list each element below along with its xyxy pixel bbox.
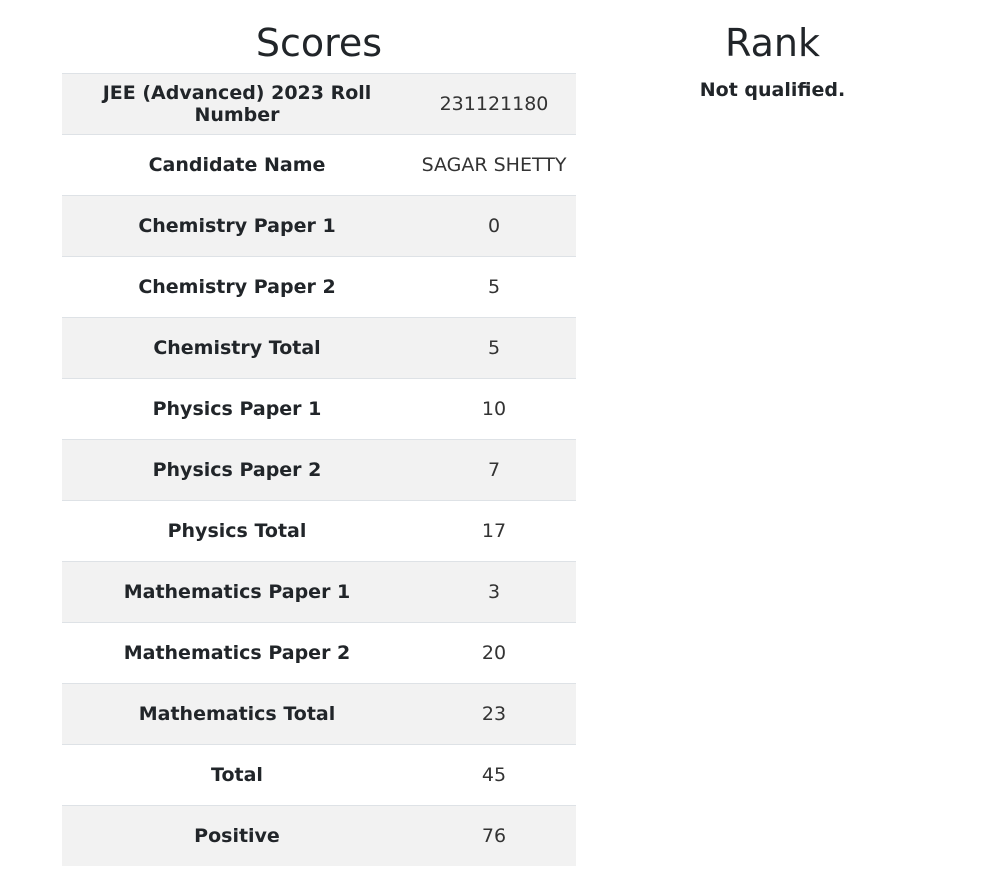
row-label: Chemistry Paper 2 xyxy=(62,256,412,318)
row-value: SAGAR SHETTY xyxy=(412,134,576,196)
row-label: Chemistry Total xyxy=(62,317,412,379)
table-row-total: Total 45 xyxy=(62,744,576,806)
row-label: Mathematics Paper 1 xyxy=(62,561,412,623)
row-label: Chemistry Paper 1 xyxy=(62,195,412,257)
table-row-physics-paper-2: Physics Paper 2 7 xyxy=(62,439,576,501)
row-value: 231121180 xyxy=(412,73,576,135)
table-row-roll-number: JEE (Advanced) 2023 Roll Number 23112118… xyxy=(62,73,576,135)
table-row-physics-total: Physics Total 17 xyxy=(62,500,576,562)
table-row-candidate-name: Candidate Name SAGAR SHETTY xyxy=(62,134,576,196)
row-value: 20 xyxy=(412,622,576,684)
row-value: 23 xyxy=(412,683,576,745)
table-row-mathematics-paper-1: Mathematics Paper 1 3 xyxy=(62,561,576,623)
row-label: Total xyxy=(62,744,412,806)
row-value: 3 xyxy=(412,561,576,623)
table-row-mathematics-paper-2: Mathematics Paper 2 20 xyxy=(62,622,576,684)
row-label: Mathematics Total xyxy=(62,683,412,745)
rank-status: Not qualified. xyxy=(699,79,846,101)
row-value: 7 xyxy=(412,439,576,501)
scores-table: JEE (Advanced) 2023 Roll Number 23112118… xyxy=(62,73,576,866)
row-value: 5 xyxy=(412,256,576,318)
table-row-chemistry-paper-2: Chemistry Paper 2 5 xyxy=(62,256,576,318)
table-row-chemistry-paper-1: Chemistry Paper 1 0 xyxy=(62,195,576,257)
row-label: JEE (Advanced) 2023 Roll Number xyxy=(62,73,412,135)
row-value: 10 xyxy=(412,378,576,440)
row-label: Mathematics Paper 2 xyxy=(62,622,412,684)
rank-section: Rank Not qualified. xyxy=(600,0,945,101)
rank-title: Rank xyxy=(725,21,820,65)
row-label: Candidate Name xyxy=(62,134,412,196)
row-value: 76 xyxy=(412,805,576,866)
table-row-mathematics-total: Mathematics Total 23 xyxy=(62,683,576,745)
row-label: Physics Paper 1 xyxy=(62,378,412,440)
row-label: Positive xyxy=(62,805,412,866)
row-label: Physics Paper 2 xyxy=(62,439,412,501)
table-row-positive: Positive 76 xyxy=(62,805,576,866)
scores-section: Scores JEE (Advanced) 2023 Roll Number 2… xyxy=(62,0,576,866)
table-row-physics-paper-1: Physics Paper 1 10 xyxy=(62,378,576,440)
table-row-chemistry-total: Chemistry Total 5 xyxy=(62,317,576,379)
row-value: 0 xyxy=(412,195,576,257)
row-value: 17 xyxy=(412,500,576,562)
row-label: Physics Total xyxy=(62,500,412,562)
scores-title: Scores xyxy=(255,21,383,65)
row-value: 45 xyxy=(412,744,576,806)
row-value: 5 xyxy=(412,317,576,379)
